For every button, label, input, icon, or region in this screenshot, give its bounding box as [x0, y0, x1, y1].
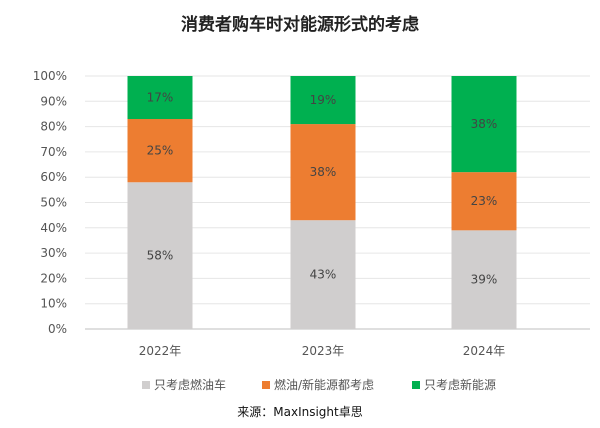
legend-swatch	[142, 381, 150, 389]
data-label: 23%	[471, 194, 498, 208]
bar-segment	[127, 76, 193, 120]
x-tick-label: 2022年	[139, 344, 182, 358]
bar-segment	[290, 76, 356, 125]
y-tick-label: 40%	[40, 221, 67, 235]
y-tick-label: 90%	[40, 94, 67, 108]
legend-swatch	[262, 381, 270, 389]
data-label: 25%	[147, 144, 174, 158]
y-tick-label: 0%	[48, 322, 67, 336]
y-tick-label: 80%	[40, 120, 67, 134]
bar-segment	[451, 76, 517, 173]
source-note: 来源：MaxInsight卓思	[237, 405, 362, 419]
bar-segment	[290, 124, 356, 221]
bar-segment	[127, 119, 193, 183]
y-tick-label: 20%	[40, 271, 67, 285]
legend-label: 燃油/新能源都考虑	[274, 377, 374, 392]
data-label: 38%	[471, 117, 498, 131]
y-tick-label: 70%	[40, 145, 67, 159]
data-label: 39%	[471, 273, 498, 287]
data-label: 58%	[147, 249, 174, 263]
data-label: 38%	[310, 165, 337, 179]
legend-label: 只考虑燃油车	[154, 377, 226, 392]
y-tick-label: 30%	[40, 246, 67, 260]
data-label: 19%	[310, 93, 337, 107]
data-label: 43%	[310, 268, 337, 282]
y-tick-label: 60%	[40, 170, 67, 184]
bar-segment	[451, 230, 517, 329]
y-tick-label: 10%	[40, 297, 67, 311]
x-tick-label: 2024年	[463, 344, 506, 358]
bar-segment	[451, 172, 517, 231]
bar-segment	[290, 220, 356, 329]
chart-title: 消费者购车时对能源形式的考虑	[181, 14, 419, 35]
data-label: 17%	[147, 91, 174, 105]
y-tick-label: 100%	[33, 69, 67, 83]
bar-segment	[127, 182, 193, 329]
legend-swatch	[412, 381, 420, 389]
x-tick-label: 2023年	[302, 344, 345, 358]
legend-label: 只考虑新能源	[424, 377, 496, 392]
y-tick-label: 50%	[40, 196, 67, 210]
